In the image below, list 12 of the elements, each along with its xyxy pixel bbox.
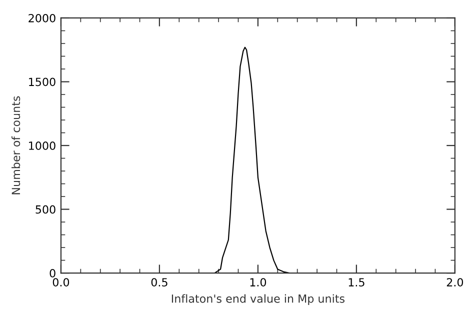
x-tick-label: 2.0: [446, 278, 464, 287]
x-tick-label: 0.5: [151, 278, 168, 287]
y-tick-label: 1000: [29, 141, 56, 150]
x-axis-title: Inflaton's end value in Mp units: [172, 294, 345, 305]
y-tick-label: 500: [36, 205, 56, 214]
y-tick-label: 1500: [29, 78, 56, 86]
y-axis-title: Number of counts: [12, 96, 20, 194]
x-tick-label: 1.0: [250, 278, 266, 287]
x-tick-label: 0.0: [52, 278, 70, 287]
x-tick-label: 1.5: [348, 278, 364, 287]
y-tick-label: 2000: [28, 14, 56, 22]
y-tick-label: 0: [50, 269, 56, 278]
